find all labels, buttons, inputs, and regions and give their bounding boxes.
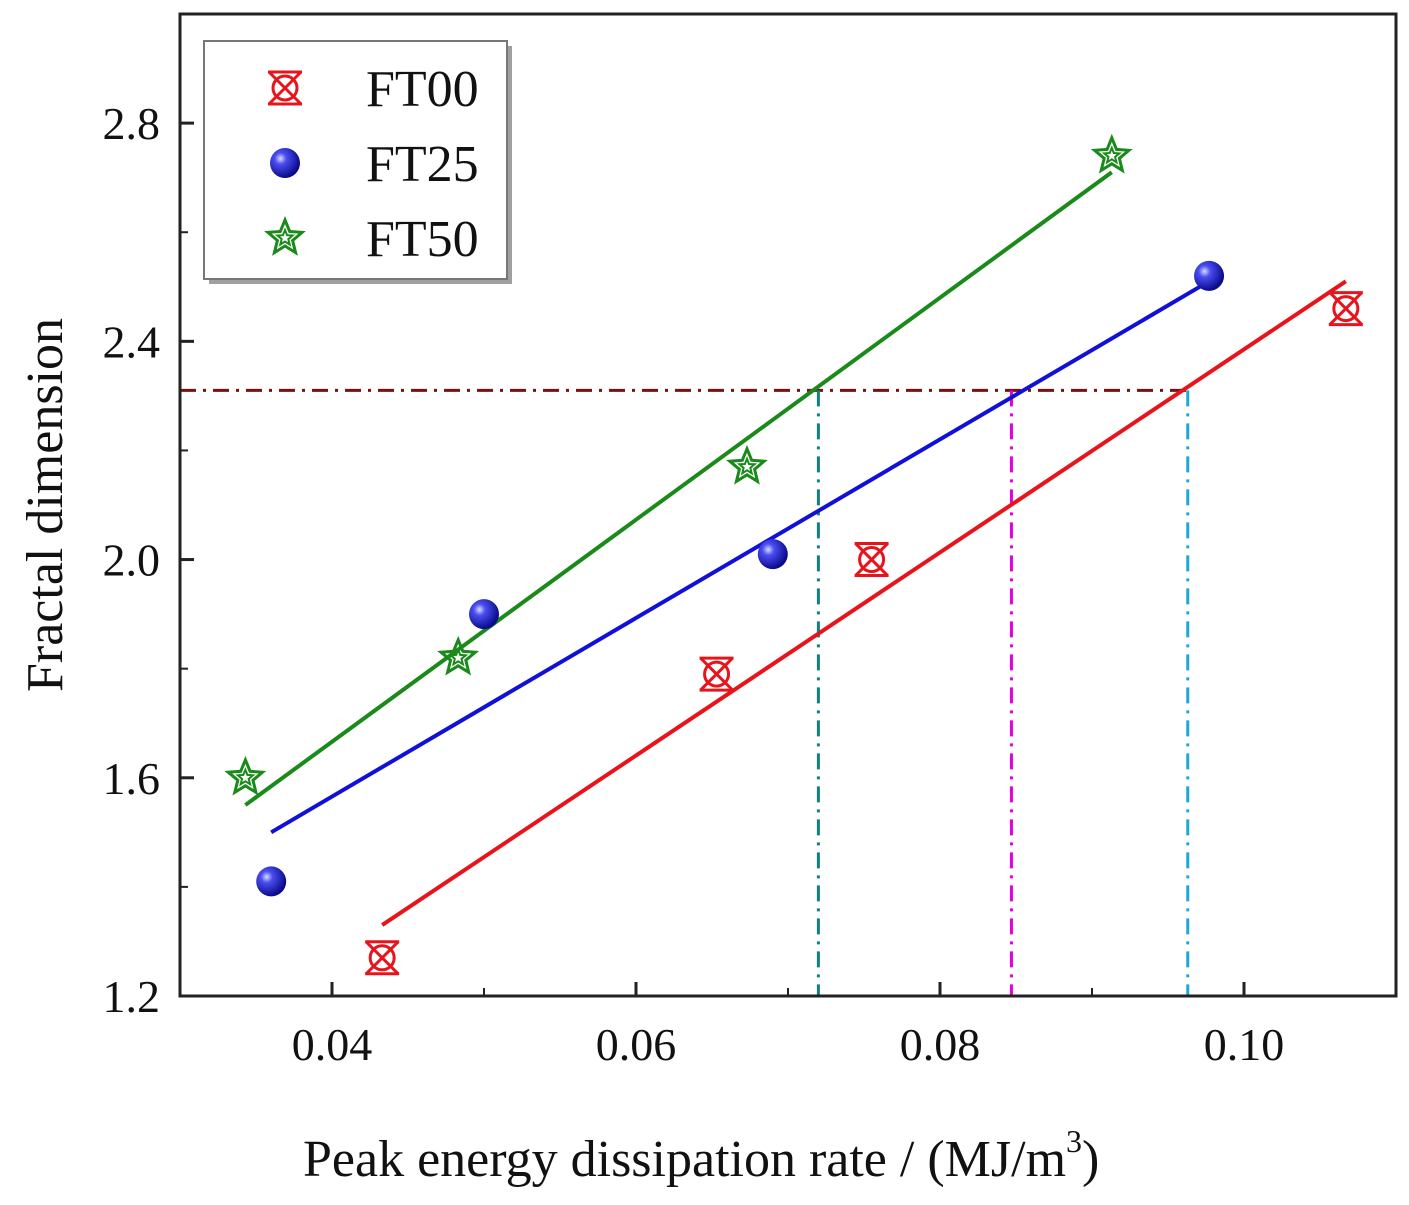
star-outer [437, 635, 480, 676]
star-inner [448, 647, 469, 667]
data-point-ft50 [224, 755, 267, 796]
legend-marker-ft25 [270, 148, 300, 178]
star-inner [736, 456, 758, 476]
fit-line-ft50 [244, 170, 1113, 807]
y-tick-label: 1.2 [103, 971, 161, 1022]
legend-box [203, 40, 508, 280]
marker-cross-b [365, 940, 400, 975]
tick-labels: 0.04 0.06 0.08 0.10 1.2 1.6 2.0 2.4 2.8 [103, 98, 1285, 1070]
legend-label-ft00: FT00 [366, 61, 479, 118]
y-tick-label: 2.0 [103, 535, 161, 586]
marker-cross-b [267, 70, 303, 106]
sphere-marker [1194, 260, 1225, 291]
fit-lines [244, 170, 1347, 927]
marker-cross-b [854, 542, 889, 577]
data-points [224, 133, 1363, 976]
marker-cross-b [1328, 291, 1363, 326]
sphere-marker [469, 599, 499, 630]
x-axis-title-main: Peak energy dissipation rate / (MJ/m [303, 1131, 1066, 1188]
marker-circle [858, 546, 886, 574]
x-tick-label: 0.04 [292, 1019, 373, 1070]
x-axis-title-end: ) [1082, 1131, 1099, 1188]
data-point-ft25 [469, 599, 499, 630]
x-tick-label: 0.10 [1204, 1019, 1285, 1070]
axis-ticks [179, 121, 1397, 998]
star-inner [274, 227, 296, 247]
data-point-ft00 [1328, 291, 1363, 327]
legend-marker-ft00 [267, 70, 303, 106]
star-outer [1090, 133, 1133, 174]
data-point-ft00 [699, 656, 734, 692]
x-axis-title-sup: 3 [1066, 1123, 1082, 1159]
y-tick-label: 1.6 [103, 753, 161, 804]
x-axis-title: Peak energy dissipation rate / (MJ/m3) [303, 1123, 1099, 1188]
legend-label-ft50: FT50 [366, 211, 479, 268]
marker-cross-b [699, 657, 734, 692]
data-point-ft50 [726, 444, 768, 485]
marker-circle [271, 74, 299, 102]
legend-marker-ft50 [264, 216, 306, 256]
star-inner [1101, 145, 1122, 165]
sphere-marker [270, 148, 300, 178]
star-inner [235, 767, 256, 787]
marker-circle [1332, 295, 1360, 323]
sphere-marker [256, 866, 287, 897]
legend-label-ft25: FT25 [366, 136, 479, 193]
legend: FT00 FT25 FT50 [203, 40, 512, 284]
y-tick-label: 2.4 [103, 316, 161, 367]
star-outer [264, 216, 306, 256]
data-point-ft25 [256, 866, 287, 897]
star-outer [224, 755, 267, 796]
reference-lines [180, 388, 1190, 996]
x-tick-label: 0.08 [900, 1019, 981, 1070]
fit-line-ft25 [270, 279, 1211, 835]
data-point-ft00 [854, 542, 889, 578]
y-axis-title: Fractal dimension [17, 318, 74, 692]
y-tick-label: 2.8 [103, 98, 161, 149]
marker-circle [368, 944, 396, 972]
marker-circle [703, 660, 731, 688]
data-point-ft00 [365, 940, 400, 976]
data-point-ft25 [1194, 260, 1225, 291]
data-point-ft50 [1090, 133, 1133, 174]
data-point-ft50 [437, 635, 480, 676]
data-point-ft25 [757, 539, 788, 570]
sphere-marker [757, 539, 788, 570]
fit-line-ft00 [381, 279, 1347, 927]
x-tick-label: 0.06 [596, 1019, 677, 1070]
star-outer [726, 444, 768, 485]
